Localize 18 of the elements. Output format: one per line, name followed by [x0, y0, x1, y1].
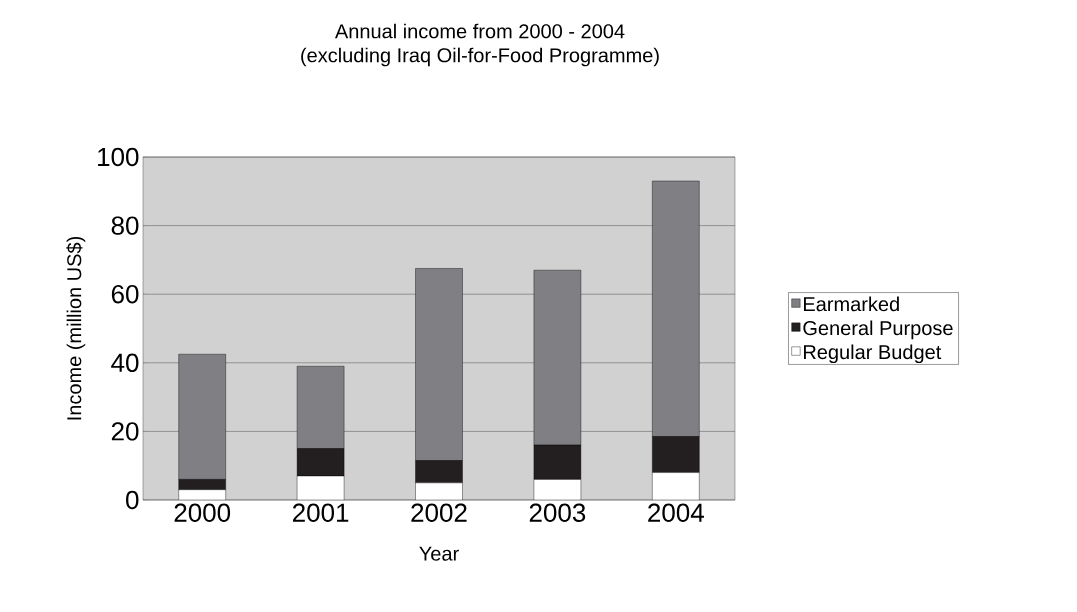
x-tick-label: 2002	[411, 503, 467, 522]
y-tick-label: 60	[111, 284, 139, 304]
y-tick-label: 80	[111, 216, 139, 235]
y-tick-label: 0	[126, 490, 139, 510]
x-axis-title: Year	[419, 546, 459, 561]
x-tick-label: 2004	[648, 503, 704, 522]
chart-subtitle: (excluding Iraq Oil-for-Food Programme)	[301, 47, 659, 67]
y-tick-label: 20	[111, 422, 139, 441]
x-tick-label: 2000	[174, 503, 231, 522]
x-tick-label: 2003	[529, 503, 586, 522]
legend-label: Earmarked	[804, 296, 899, 312]
y-tick-label: 100	[98, 147, 139, 167]
y-tick-label: 40	[111, 353, 139, 372]
chart-title: Annual income from 2000 - 2004	[334, 23, 625, 39]
y-axis-title: Income (million US$)	[66, 236, 86, 420]
legend-label: General Purpose	[803, 320, 953, 340]
x-tick-label: 2001	[292, 503, 349, 522]
legend-label: Regular Budget	[804, 344, 942, 364]
